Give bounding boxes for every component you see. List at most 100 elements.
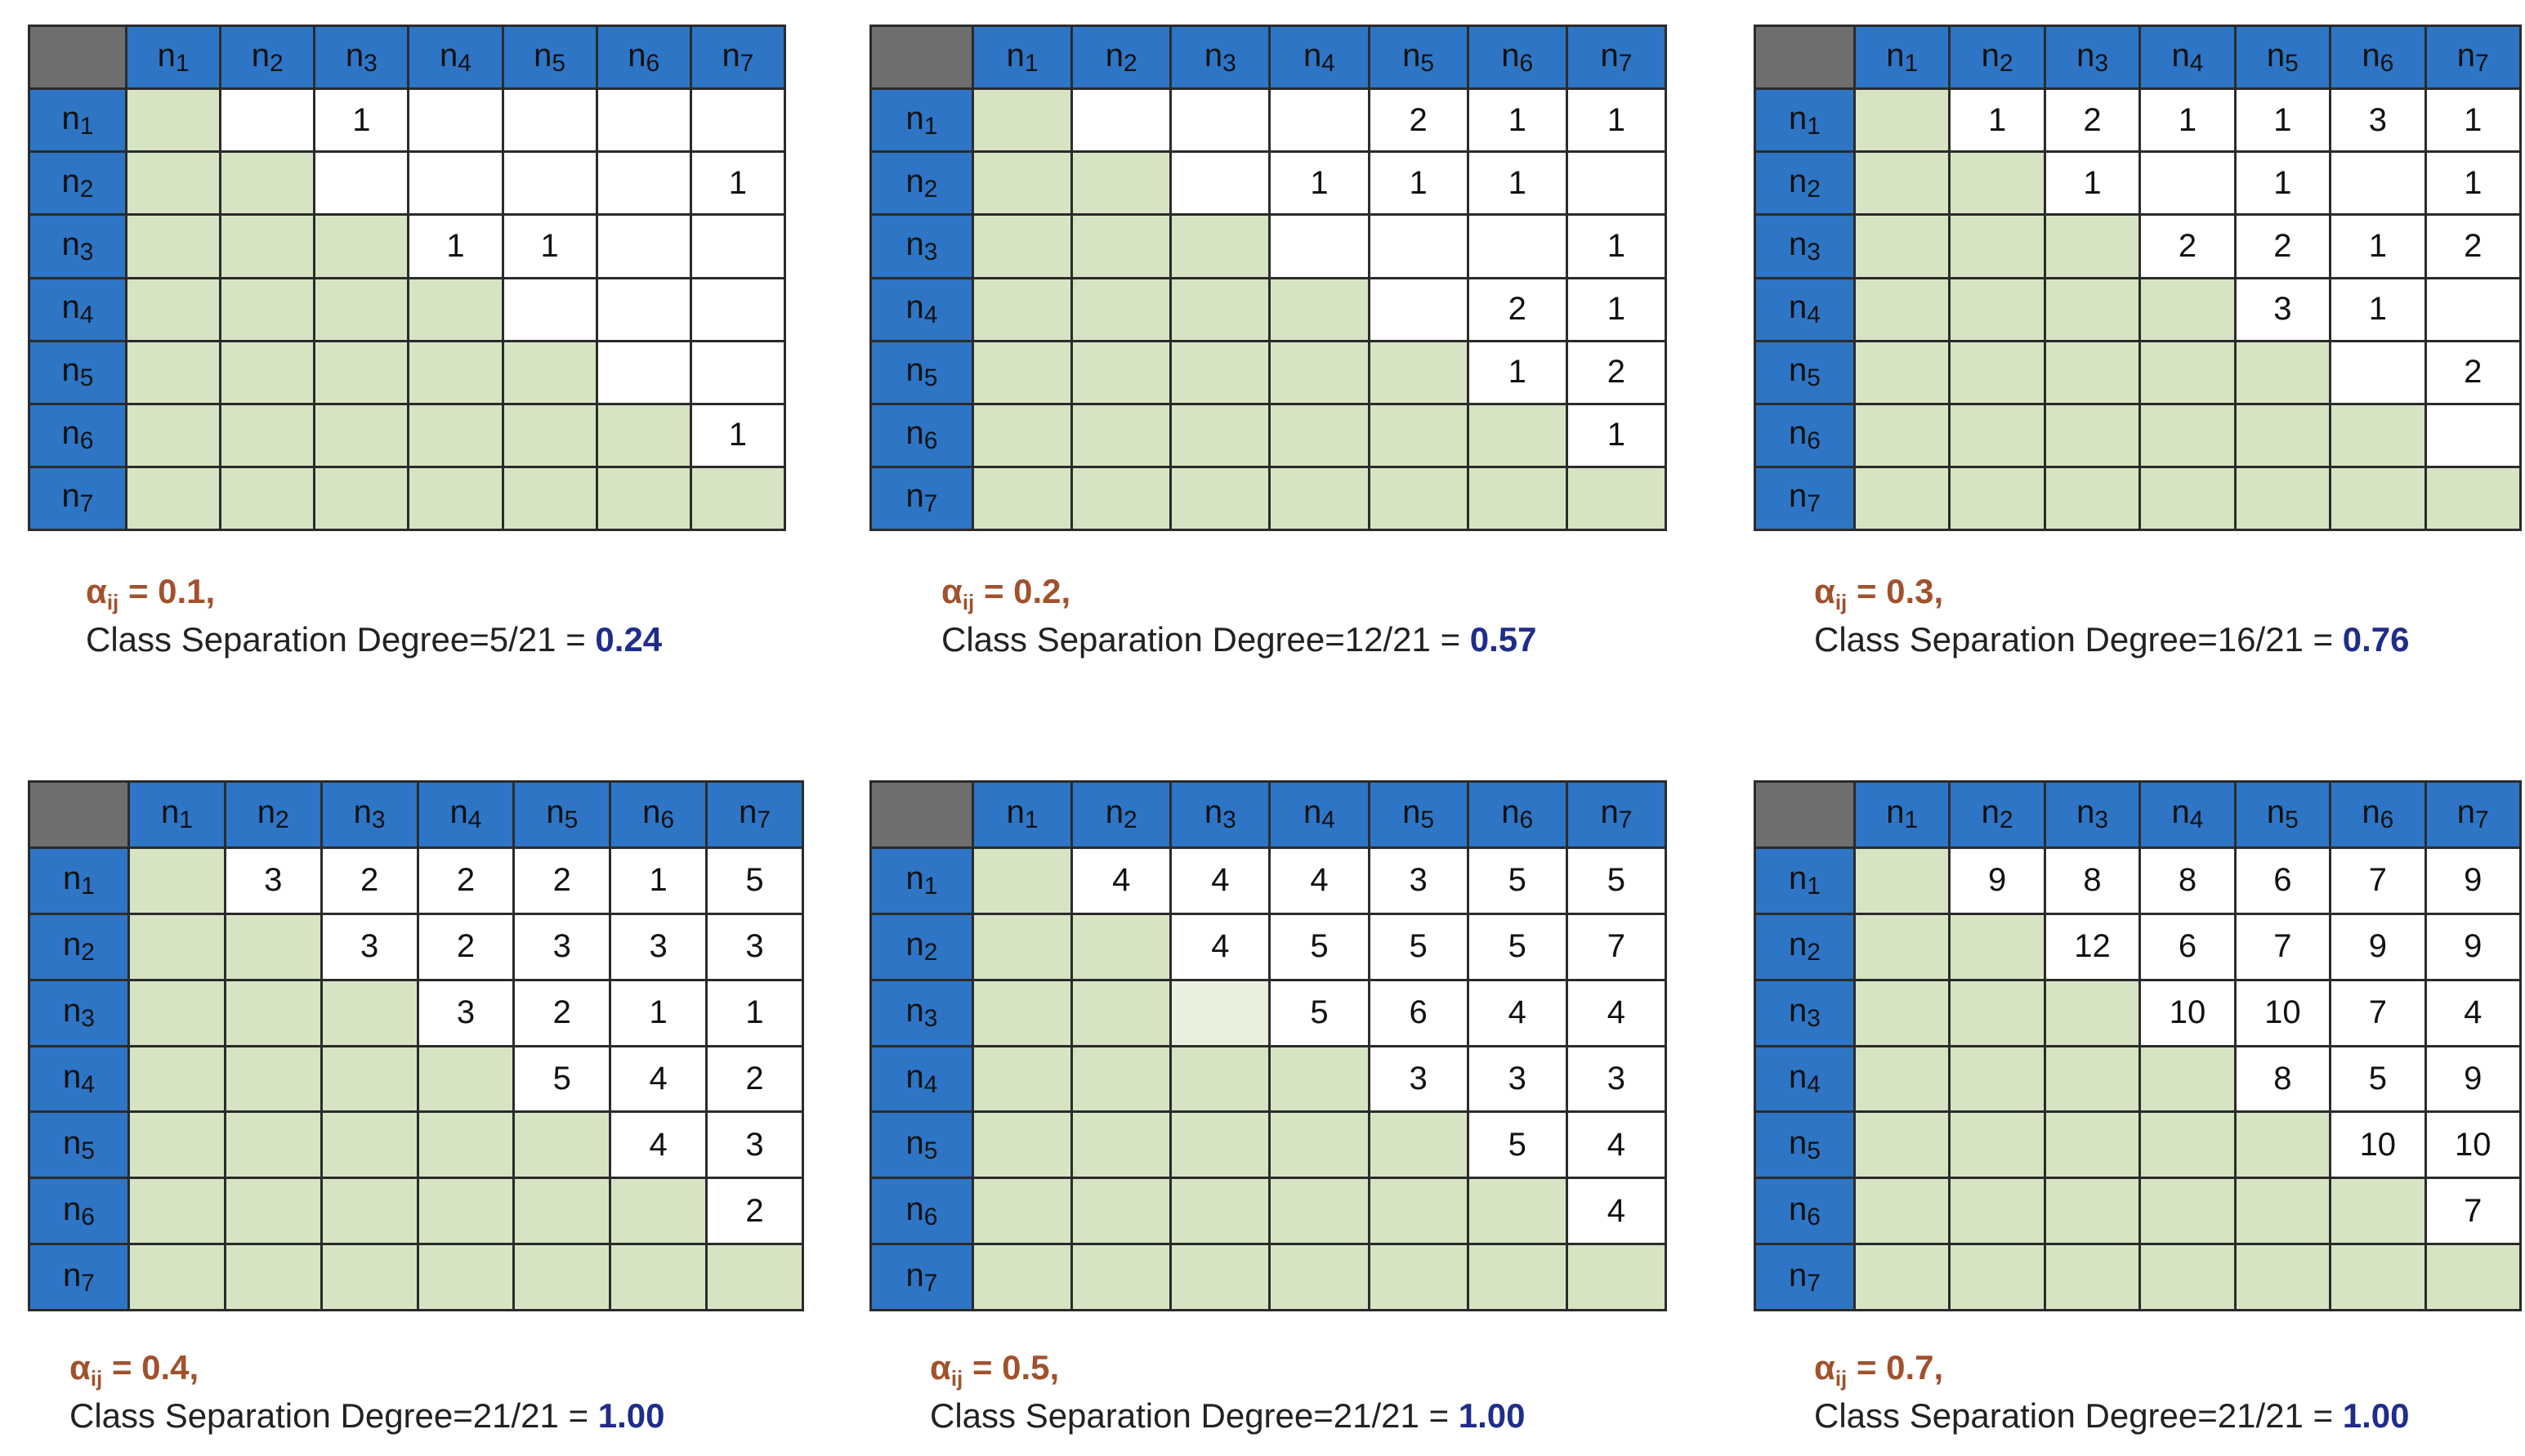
matrix-cell (971, 1044, 1074, 1114)
matrix-cell (1565, 1243, 1668, 1311)
matrix-cell (219, 339, 316, 405)
matrix-cell (1169, 402, 1271, 468)
matrix-cell: 1 (1565, 213, 1668, 279)
row-header: n4 (869, 276, 974, 342)
matrix-row: n1 1 2 1 1 3 1 (1754, 87, 2523, 154)
alpha-symbol: α (86, 572, 107, 610)
matrix-cell (416, 1044, 516, 1114)
csd-fraction: 5/21 (489, 620, 556, 659)
column-header: n3 (1169, 780, 1271, 849)
matrix-row: n5 4 3 (28, 1110, 804, 1180)
matrix-cell (1367, 213, 1469, 279)
matrix-cell: 4 (1565, 1110, 1668, 1180)
matrix-row: n1 4 4 4 3 5 5 (869, 846, 1668, 915)
matrix-cell: 6 (2233, 846, 2332, 915)
matrix-cell (127, 1177, 226, 1246)
matrix-cell: 1 (2138, 87, 2237, 154)
matrix-cell (2138, 1110, 2237, 1180)
matrix-cell: 5 (1466, 1110, 1568, 1180)
matrix-cell: 7 (2233, 912, 2332, 981)
matrix-cell (1466, 465, 1568, 532)
matrix-cell: 1 (2424, 87, 2523, 154)
row-header: n5 (1754, 339, 1856, 405)
matrix-cell: 4 (609, 1110, 708, 1180)
matrix-cell (2138, 276, 2237, 342)
matrix-cell (320, 1243, 419, 1311)
matrix-cell (1852, 912, 1951, 981)
matrix-cell (223, 912, 323, 981)
matrix-cell (313, 150, 410, 217)
matrix-cell (2138, 1044, 2237, 1114)
column-header: n7 (1565, 24, 1668, 91)
matrix-row: n4 3 1 (1754, 276, 2523, 342)
matrix-cell (320, 1044, 419, 1114)
matrix-cell (2329, 150, 2427, 217)
matrix-panel: n1 n2 n3 n4 n5 n6 n7 n1 4 4 4 3 5 5 n2 4 5 5 5 7 n3 5 6 4 4 n4 3 3 3… (869, 780, 1668, 1311)
matrix-row: n2 12 6 7 9 9 (1754, 912, 2523, 981)
alpha-value: = 0.1, (118, 572, 216, 610)
matrix-cell: 6 (2138, 912, 2237, 981)
matrix-cell (501, 87, 598, 154)
matrix-cell (223, 1177, 323, 1246)
matrix-cell (971, 1110, 1074, 1180)
matrix-cell (1466, 213, 1568, 279)
matrix-cell (1268, 87, 1370, 154)
matrix-cell (219, 150, 316, 217)
matrix-cell (501, 465, 598, 532)
matrix-cell (1070, 1110, 1173, 1180)
column-header: n6 (595, 24, 692, 91)
matrix-row: n3 10 10 7 4 (1754, 978, 2523, 1047)
matrix-cell: 8 (2043, 846, 2142, 915)
matrix-cell (971, 1177, 1074, 1246)
matrix-cell (407, 276, 504, 342)
matrix-cell (1948, 912, 2046, 981)
matrix-cell (2424, 465, 2523, 532)
matrix-cell (1070, 402, 1173, 468)
matrix-cell (320, 1110, 419, 1180)
matrix-cell (971, 150, 1074, 217)
matrix-cell (1367, 402, 1469, 468)
matrix-row: n6 2 (28, 1177, 804, 1246)
matrix-panel: n1 n2 n3 n4 n5 n6 n7 n1 9 8 8 6 7 9 n2 12 6 7 9 9 n3 10 10 7 4 n4… (1754, 780, 2523, 1311)
column-header: n1 (1852, 780, 1951, 849)
alpha-symbol: α (1814, 572, 1835, 610)
matrix-cell (1268, 276, 1370, 342)
alpha-label: αij = 0.5, (930, 1348, 1526, 1391)
class-separation-degree: Class Separation Degree=12/21 = 0.57 (941, 620, 1537, 659)
matrix-row: n7 (869, 465, 1668, 532)
column-header: n7 (689, 24, 787, 91)
row-header: n7 (28, 1243, 130, 1311)
matrix-cell (223, 1110, 323, 1180)
row-header: n1 (869, 87, 974, 154)
matrix-cell (219, 213, 316, 279)
matrix-row: n5 5 4 (869, 1110, 1668, 1180)
matrix-cell (127, 1044, 226, 1114)
row-header: n1 (869, 846, 974, 915)
csd-value: 1.00 (597, 1396, 665, 1435)
matrix-cell (1466, 1243, 1568, 1311)
matrix-cell: 4 (1169, 846, 1271, 915)
matrix-cell (1948, 402, 2046, 468)
matrix-row: n7 (869, 1243, 1668, 1311)
matrix-cell (1070, 213, 1173, 279)
matrix-cell (124, 339, 222, 405)
matrix-cell (219, 87, 316, 154)
separation-matrix: n1 n2 n3 n4 n5 n6 n7 n1 4 4 4 3 5 5 n2 4 5 5 5 7 n3 5 6 4 4 n4 3 3 3… (869, 780, 1668, 1311)
matrix-cell (501, 402, 598, 468)
matrix-cell: 2 (1367, 87, 1469, 154)
matrix-cell (2043, 1110, 2142, 1180)
matrix-cell (313, 213, 410, 279)
matrix-cell (223, 1243, 323, 1311)
matrix-row: n3 5 6 4 4 (869, 978, 1668, 1047)
column-header: n5 (2233, 780, 2332, 849)
csd-value: 0.76 (2342, 620, 2410, 659)
matrix-cell: 10 (2424, 1110, 2523, 1180)
alpha-value: = 0.2, (974, 572, 1071, 610)
separation-matrix: n1 n2 n3 n4 n5 n6 n7 n1 1 n2 1 n3 1 1 n4 n5 n6 1 n7 (28, 24, 787, 532)
matrix-corner (28, 24, 127, 91)
matrix-cell: 2 (512, 846, 612, 915)
alpha-symbol: α (941, 572, 963, 610)
column-header: n3 (1169, 24, 1271, 91)
matrix-cell (127, 978, 226, 1047)
matrix-cell: 1 (1565, 402, 1668, 468)
